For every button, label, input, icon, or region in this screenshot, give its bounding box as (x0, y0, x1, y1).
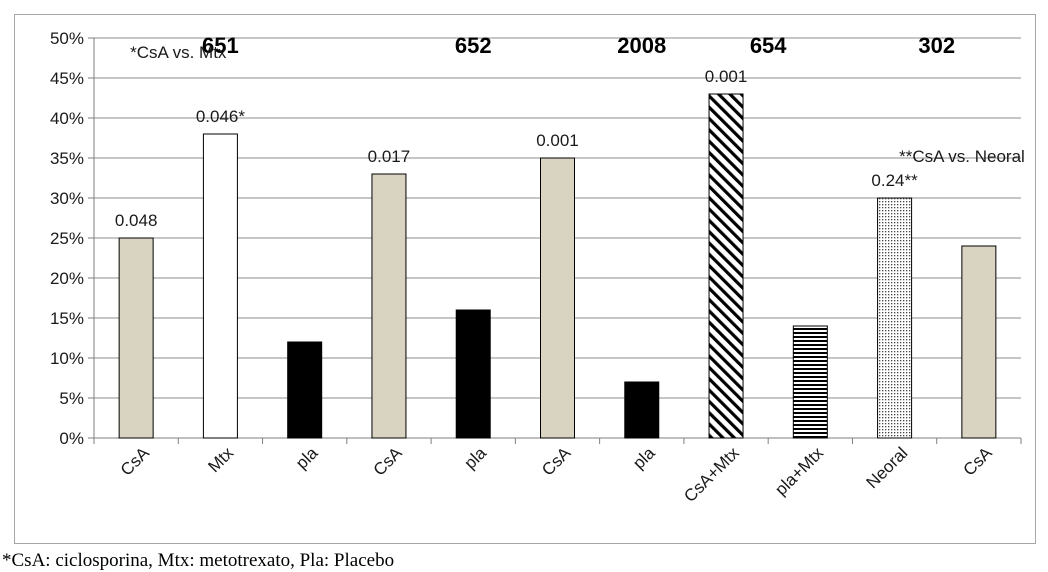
x-tick-label: pla (292, 443, 322, 473)
p-value-label: 0.24** (871, 171, 918, 190)
study-label: 652 (455, 33, 492, 58)
y-tick-label: 0% (59, 429, 84, 448)
y-tick-label: 35% (50, 149, 84, 168)
bar-csa-mtx (708, 93, 744, 439)
comparison-note: *CsA vs. Mtx (130, 43, 227, 62)
bars (118, 93, 997, 439)
x-tick-label: Neoral (863, 443, 912, 492)
y-tick-label: 50% (50, 29, 84, 48)
bar-pla (624, 381, 660, 439)
study-label: 654 (750, 33, 787, 58)
study-label: 651 (202, 33, 239, 58)
y-tick-label: 25% (50, 229, 84, 248)
p-value-label: 0.001 (536, 131, 579, 150)
bar-csa (540, 157, 575, 439)
x-tick-label: pla+Mtx (771, 443, 827, 499)
y-tick-label: 40% (50, 109, 84, 128)
bar-csa (371, 173, 407, 439)
p-value-label: 0.048 (115, 211, 158, 230)
bar-neoral (877, 197, 913, 439)
y-tick-label: 45% (50, 69, 84, 88)
study-label: 302 (918, 33, 955, 58)
p-value-label: 0.001 (705, 67, 748, 86)
x-tick-label: CsA (117, 443, 154, 480)
y-tick-label: 30% (50, 189, 84, 208)
x-tick-label: CsA (538, 443, 575, 480)
y-tick-label: 20% (50, 269, 84, 288)
comparison-note: **CsA vs. Neoral (899, 147, 1025, 166)
p-value-label: 0.046* (196, 107, 246, 126)
chart-frame (14, 14, 1036, 544)
bar-pla (455, 309, 491, 439)
y-tick-label: 5% (59, 389, 84, 408)
x-tick-label: CsA (960, 443, 997, 480)
bar-pla-mtx (792, 325, 828, 439)
footnote: *CsA: ciclosporina, Mtx: metotrexato, Pl… (2, 550, 395, 571)
x-tick-label: Mtx (204, 443, 237, 476)
y-tick-label: 10% (50, 349, 84, 368)
y-tick-label: 15% (50, 309, 84, 328)
study-label: 2008 (617, 33, 666, 58)
x-tick-label: pla (629, 443, 659, 473)
bar-pla (287, 341, 323, 439)
x-tick-label: CsA+Mtx (680, 443, 743, 506)
bar-csa (118, 237, 154, 439)
p-value-label: 0.017 (368, 147, 411, 166)
x-tick-label: pla (461, 443, 491, 473)
bar-csa (961, 245, 997, 439)
x-tick-label: CsA (370, 443, 407, 480)
bar-mtx (202, 133, 238, 439)
